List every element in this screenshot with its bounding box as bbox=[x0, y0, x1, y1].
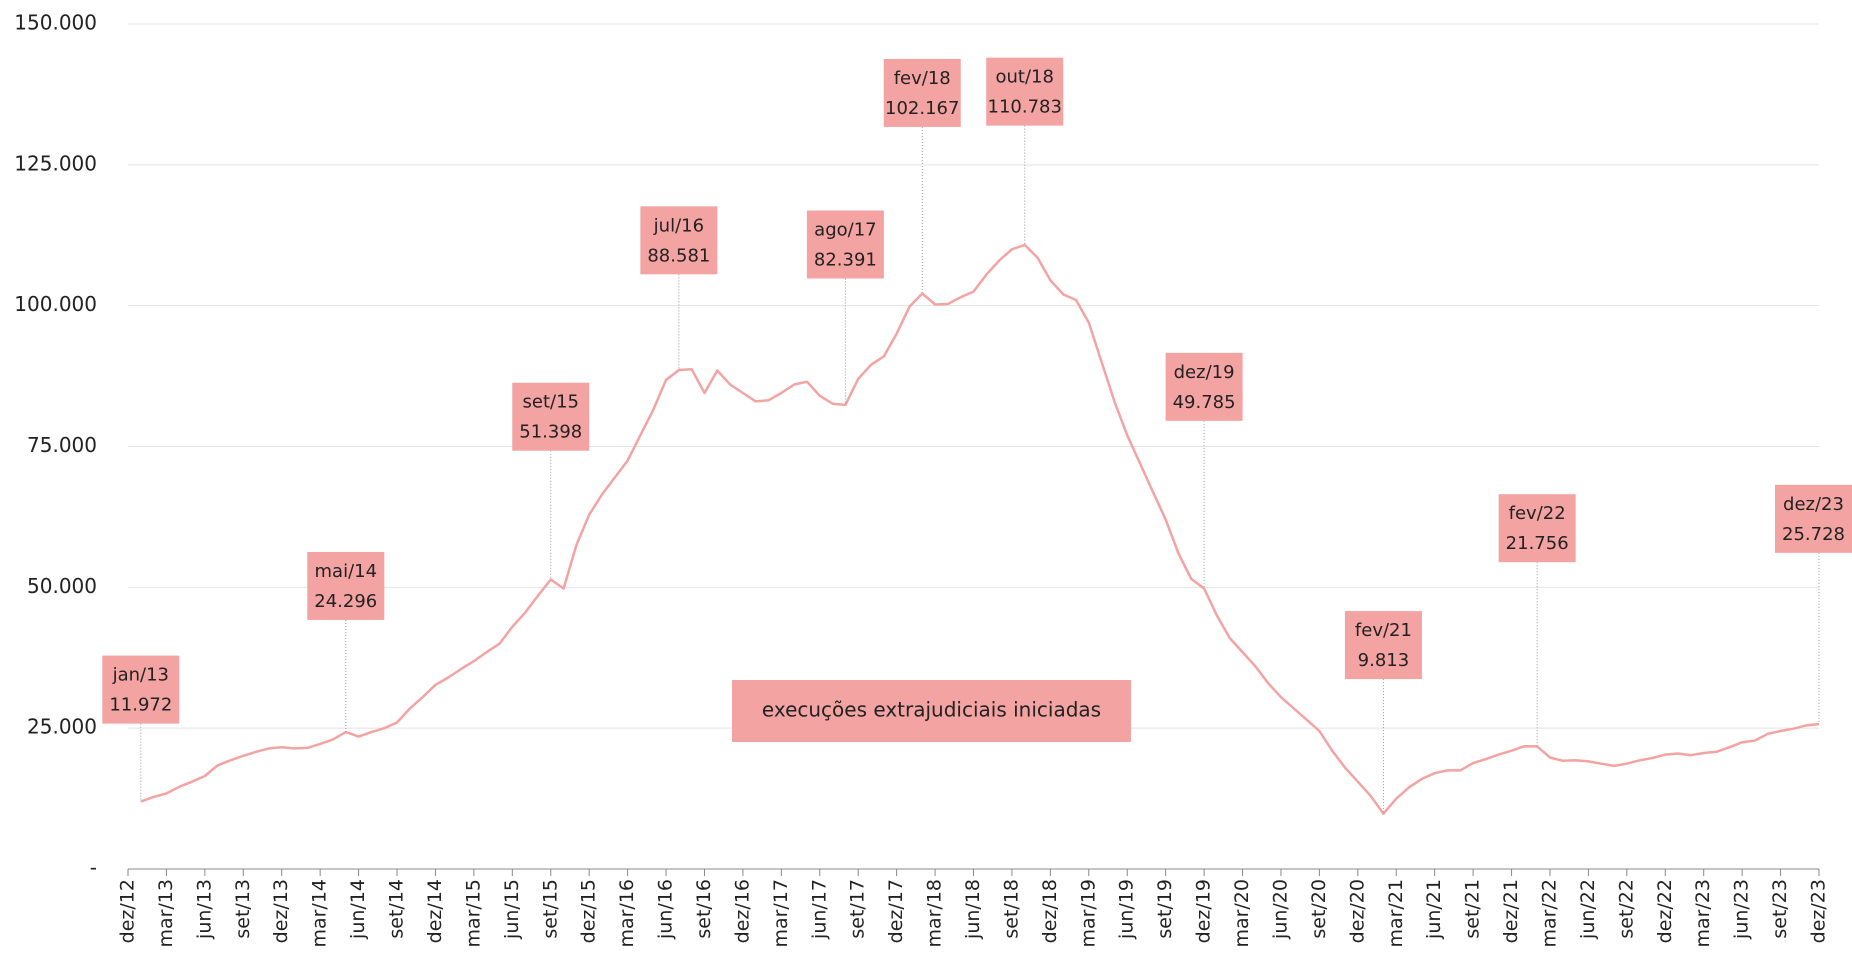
annotation-box bbox=[1165, 352, 1243, 421]
annotation-value: 24.296 bbox=[314, 591, 377, 612]
x-tick-label: set/18 bbox=[1000, 879, 1022, 939]
y-tick-label: 75.000 bbox=[27, 433, 97, 457]
x-tick-label: mar/18 bbox=[924, 879, 946, 948]
x-tick-label: set/17 bbox=[847, 879, 869, 939]
x-tick-label: dez/12 bbox=[117, 879, 139, 943]
annotation-box bbox=[512, 382, 590, 451]
annotation-box bbox=[883, 58, 961, 127]
annotation-value: 88.581 bbox=[647, 245, 710, 266]
legend-box bbox=[732, 680, 1131, 742]
annotation-value: 21.756 bbox=[1506, 533, 1569, 554]
annotation-date: out/18 bbox=[996, 67, 1054, 88]
annotation-value: 110.783 bbox=[988, 97, 1062, 118]
x-tick-label: mar/19 bbox=[1077, 879, 1099, 948]
x-tick-label: mar/17 bbox=[770, 879, 792, 948]
y-tick-label: 125.000 bbox=[14, 151, 97, 175]
annotation-value: 25.728 bbox=[1782, 524, 1845, 545]
annotation-date: fev/18 bbox=[894, 68, 951, 89]
annotation-box bbox=[1775, 484, 1852, 553]
x-tick-label: dez/13 bbox=[270, 879, 292, 943]
y-tick-label: 100.000 bbox=[14, 292, 97, 316]
x-tick-label: set/14 bbox=[386, 879, 408, 939]
x-tick-label: mar/22 bbox=[1538, 879, 1560, 948]
annotation-box bbox=[307, 551, 385, 620]
annotation-date: jan/13 bbox=[112, 665, 169, 686]
x-tick-label: set/23 bbox=[1769, 879, 1791, 939]
annotation-date: fev/22 bbox=[1509, 503, 1566, 524]
y-tick-label: 50.000 bbox=[27, 574, 97, 598]
x-tick-label: dez/19 bbox=[1193, 879, 1215, 943]
x-tick-label: set/15 bbox=[539, 879, 561, 939]
x-tick-label: dez/22 bbox=[1654, 879, 1676, 943]
y-tick-label: - bbox=[90, 856, 97, 880]
x-tick-label: set/20 bbox=[1308, 879, 1330, 939]
annotation-box bbox=[102, 655, 180, 724]
y-tick-label: 150.000 bbox=[14, 11, 97, 35]
x-tick-label: jun/22 bbox=[1577, 879, 1599, 940]
annotation-date: set/15 bbox=[523, 392, 579, 413]
x-tick-label: dez/17 bbox=[885, 879, 907, 943]
x-tick-label: mar/21 bbox=[1385, 879, 1407, 948]
annotation-date: ago/17 bbox=[814, 219, 876, 240]
annotation-value: 102.167 bbox=[885, 98, 959, 119]
annotation-date: fev/21 bbox=[1355, 620, 1412, 641]
annotation-value: 9.813 bbox=[1358, 650, 1410, 671]
annotation-box bbox=[986, 57, 1064, 126]
x-tick-label: mar/20 bbox=[1231, 879, 1253, 948]
x-tick-label: jun/15 bbox=[501, 879, 523, 940]
annotation-value: 51.398 bbox=[519, 422, 582, 443]
data-line bbox=[140, 243, 1820, 815]
annotation-box bbox=[1498, 494, 1576, 563]
x-tick-label: mar/13 bbox=[155, 879, 177, 948]
x-tick-label: jun/16 bbox=[655, 879, 677, 940]
x-tick-label: dez/15 bbox=[578, 879, 600, 943]
x-tick-label: mar/16 bbox=[616, 879, 638, 948]
x-tick-label: jun/17 bbox=[808, 879, 830, 940]
x-tick-label: set/16 bbox=[693, 879, 715, 939]
annotation-box bbox=[806, 210, 884, 279]
x-tick-label: set/19 bbox=[1154, 879, 1176, 939]
x-tick-label: jun/14 bbox=[347, 879, 369, 940]
x-tick-label: mar/23 bbox=[1692, 879, 1714, 948]
annotation-box bbox=[640, 206, 718, 275]
annotation-date: jul/16 bbox=[653, 215, 704, 236]
x-tick-label: jun/20 bbox=[1269, 879, 1291, 940]
x-tick-label: dez/16 bbox=[731, 879, 753, 943]
x-tick-label: dez/23 bbox=[1808, 879, 1830, 943]
x-tick-label: dez/14 bbox=[424, 879, 446, 943]
x-tick-label: jun/21 bbox=[1423, 879, 1445, 940]
x-tick-label: jun/18 bbox=[962, 879, 984, 940]
x-tick-label: set/21 bbox=[1462, 879, 1484, 939]
x-tick-label: dez/21 bbox=[1500, 879, 1522, 943]
annotation-box bbox=[1344, 611, 1422, 680]
x-tick-label: jun/13 bbox=[193, 879, 215, 940]
x-tick-label: set/13 bbox=[232, 879, 254, 939]
annotation-date: dez/19 bbox=[1174, 362, 1235, 383]
y-tick-label: 25.000 bbox=[27, 715, 97, 739]
x-tick-label: set/22 bbox=[1615, 879, 1637, 939]
x-tick-label: jun/23 bbox=[1731, 879, 1753, 940]
annotation-date: mai/14 bbox=[315, 561, 378, 582]
x-tick-label: dez/18 bbox=[1039, 879, 1061, 943]
annotation-value: 82.391 bbox=[814, 249, 877, 270]
annotation-value: 11.972 bbox=[109, 695, 172, 716]
x-tick-label: mar/15 bbox=[462, 879, 484, 948]
x-tick-label: mar/14 bbox=[309, 879, 331, 948]
annotation-date: dez/23 bbox=[1783, 494, 1844, 515]
x-tick-label: jun/19 bbox=[1116, 879, 1138, 940]
annotation-value: 49.785 bbox=[1173, 392, 1236, 413]
x-tick-label: dez/20 bbox=[1346, 879, 1368, 943]
legend-label: execuções extrajudiciais iniciadas bbox=[762, 698, 1101, 722]
